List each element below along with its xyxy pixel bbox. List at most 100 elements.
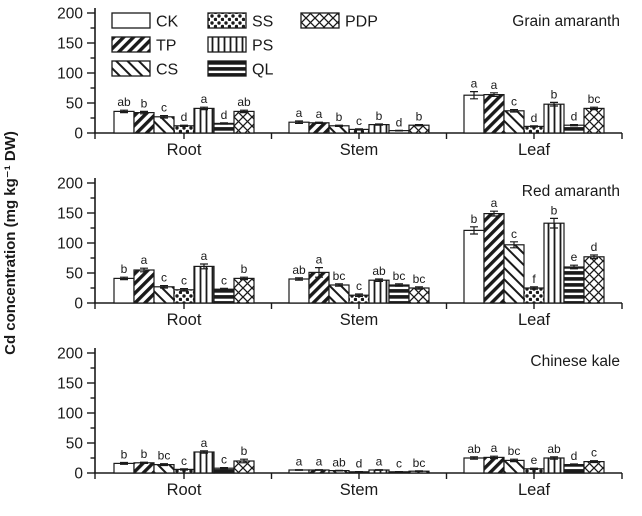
legend-swatch-cs — [112, 61, 150, 76]
bar-grain-amaranth-stem-ps — [369, 125, 389, 133]
bar-grain-amaranth-stem-tp — [309, 123, 329, 133]
bar-grain-amaranth-leaf-cs — [504, 111, 524, 133]
bar-chinese-kale-leaf-tp — [484, 457, 504, 473]
error-bar — [180, 469, 188, 470]
error-bar — [180, 125, 188, 126]
bar-chinese-kale-leaf-cs — [504, 460, 524, 473]
sig-letter: bc — [588, 92, 601, 106]
sig-letter: bc — [508, 444, 521, 458]
bar-grain-amaranth-root-ps — [194, 108, 214, 133]
legend-item-pdp: PDP — [301, 13, 378, 31]
error-bar — [415, 125, 423, 126]
category-label-root: Root — [167, 481, 202, 499]
y-tick-label: 150 — [57, 36, 83, 53]
panel-title-grain-amaranth: Grain amaranth — [512, 13, 620, 30]
sig-letter: a — [201, 436, 208, 450]
sig-letter: b — [141, 96, 148, 110]
sig-letter: a — [316, 107, 323, 121]
sig-letter: a — [316, 253, 323, 267]
sig-letter: d — [356, 457, 363, 471]
legend-swatch-ss — [208, 13, 246, 28]
error-bar — [295, 470, 303, 471]
sig-letter: b — [336, 110, 343, 124]
bar-grain-amaranth-root-tp — [134, 113, 154, 133]
sig-letter: b — [551, 87, 558, 101]
sig-letter: a — [296, 106, 303, 120]
sig-letter: d — [531, 111, 538, 125]
legend-item-ps: PS — [208, 37, 273, 55]
legend: CK TP CS SS PS QL PDP — [112, 13, 378, 79]
error-bar — [335, 470, 343, 471]
error-bar — [375, 124, 383, 125]
sig-letter: bc — [158, 449, 171, 463]
bar-red-amaranth-stem-ps — [369, 280, 389, 303]
sig-letter: a — [491, 441, 498, 455]
y-tick-label: 200 — [57, 6, 83, 23]
category-label-stem: Stem — [340, 141, 379, 159]
error-bar — [530, 468, 538, 469]
sig-letter: b — [241, 444, 248, 458]
sig-letter: a — [201, 249, 208, 263]
legend-item-cs: CS — [112, 61, 178, 79]
bar-red-amaranth-stem-pdp — [409, 288, 429, 303]
legend-label-tp: TP — [156, 38, 176, 55]
error-bar — [530, 126, 538, 127]
sig-letter: a — [471, 77, 478, 91]
category-label-leaf: Leaf — [518, 141, 551, 159]
sig-letter: c — [511, 95, 517, 109]
y-tick-label: 0 — [74, 126, 83, 143]
sig-letter: c — [356, 279, 362, 293]
sig-letter: c — [181, 454, 187, 468]
bar-grain-amaranth-root-ck — [114, 111, 134, 133]
y-axis-title: Cd concentration (mg kg⁻¹ DW) — [2, 131, 19, 355]
y-tick-label: 200 — [57, 176, 83, 193]
sig-letter: ab — [117, 95, 131, 109]
legend-swatch-ck — [112, 13, 150, 28]
bar-red-amaranth-leaf-tp — [484, 214, 504, 303]
sig-letter: c — [511, 227, 517, 241]
bar-chinese-kale-root-tp — [134, 463, 154, 473]
y-tick-label: 100 — [57, 66, 83, 83]
y-tick-label: 200 — [57, 346, 83, 363]
legend-label-ps: PS — [252, 38, 273, 55]
error-bar — [315, 122, 323, 123]
legend-item-ss: SS — [208, 13, 273, 31]
legend-label-ql: QL — [252, 62, 273, 79]
legend-item-tp: TP — [112, 37, 176, 55]
bar-red-amaranth-root-ps — [194, 266, 214, 303]
sig-letter: ab — [237, 95, 251, 109]
bar-red-amaranth-leaf-cs — [504, 245, 524, 303]
sig-letter: b — [376, 109, 383, 123]
sig-letter: ab — [372, 264, 386, 278]
bar-red-amaranth-leaf-ql — [564, 267, 584, 303]
legend-swatch-pdp — [301, 13, 339, 28]
bar-red-amaranth-root-ss — [174, 290, 194, 303]
y-tick-label: 50 — [66, 266, 84, 283]
legend-label-ck: CK — [156, 14, 179, 31]
sig-letter: bc — [413, 456, 426, 470]
y-tick-label: 150 — [57, 376, 83, 393]
sig-letter: ab — [547, 442, 561, 456]
sig-letter: b — [416, 110, 423, 124]
sig-letter: a — [141, 253, 148, 267]
sig-letter: c — [221, 273, 227, 287]
error-bar — [415, 471, 423, 472]
sig-letter: b — [121, 448, 128, 462]
legend-swatch-ps — [208, 37, 246, 52]
bar-grain-amaranth-root-ql — [214, 123, 234, 133]
y-tick-label: 0 — [74, 296, 83, 313]
sig-letter: d — [221, 108, 228, 122]
bar-grain-amaranth-leaf-ps — [544, 104, 564, 133]
category-label-root: Root — [167, 141, 202, 159]
y-tick-label: 100 — [57, 236, 83, 253]
sig-letter: bc — [393, 269, 406, 283]
bar-chinese-kale-leaf-pdp — [584, 462, 604, 473]
sig-letter: d — [181, 110, 188, 124]
y-tick-label: 50 — [66, 436, 84, 453]
bar-red-amaranth-leaf-pdp — [584, 257, 604, 303]
sig-letter: bc — [333, 269, 346, 283]
